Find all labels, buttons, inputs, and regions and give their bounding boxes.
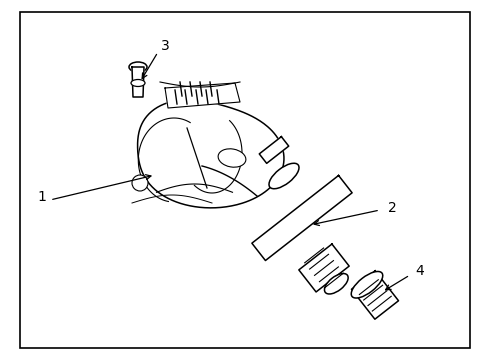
Ellipse shape bbox=[268, 163, 298, 189]
Ellipse shape bbox=[324, 274, 347, 294]
Circle shape bbox=[132, 175, 148, 191]
Ellipse shape bbox=[218, 149, 245, 167]
Polygon shape bbox=[259, 137, 288, 163]
Text: 2: 2 bbox=[387, 201, 396, 215]
Polygon shape bbox=[351, 271, 398, 319]
Text: 1: 1 bbox=[38, 190, 46, 204]
Ellipse shape bbox=[131, 80, 145, 86]
Ellipse shape bbox=[129, 62, 147, 72]
Polygon shape bbox=[164, 83, 240, 108]
Text: 3: 3 bbox=[160, 39, 169, 53]
Text: 4: 4 bbox=[415, 264, 424, 278]
Ellipse shape bbox=[350, 271, 382, 298]
Polygon shape bbox=[132, 67, 143, 97]
Polygon shape bbox=[298, 244, 348, 292]
Polygon shape bbox=[251, 175, 351, 261]
Polygon shape bbox=[137, 100, 284, 208]
